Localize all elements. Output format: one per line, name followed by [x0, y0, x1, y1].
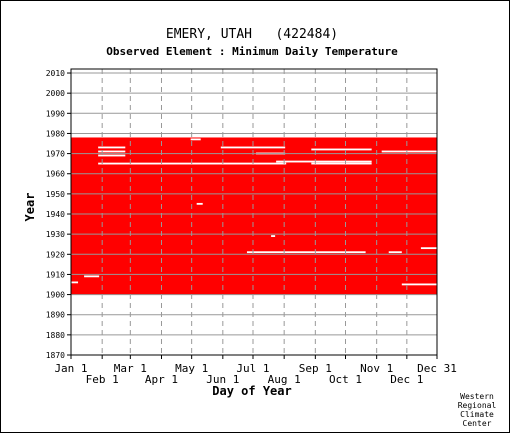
credit-line: Western [460, 392, 494, 401]
x-tick-label: Jun 1 [206, 373, 239, 386]
x-tick-label: Oct 1 [329, 373, 362, 386]
y-tick-label: 1920 [46, 250, 65, 259]
x-tick-label: Dec 31 [417, 362, 457, 375]
missing-data-segment [271, 235, 276, 237]
x-axis-ticks: Jan 1 Mar 1 May 1 Jul 1 Sep 1 Nov 1 Dec 31 Feb … [54, 355, 457, 386]
missing-data-segment [420, 247, 437, 250]
y-tick-label: 1870 [46, 351, 65, 360]
y-tick-label: 1900 [46, 291, 65, 300]
chart-subtitle: Observed Element : Minimum Daily Tempera… [106, 45, 398, 58]
missing-data-segment [388, 251, 402, 254]
missing-data-segment [401, 283, 437, 286]
plot-border [70, 68, 438, 356]
y-axis-label: Year [23, 193, 37, 222]
x-tick-label: Feb 1 [86, 373, 119, 386]
missing-data-segment [381, 150, 437, 153]
y-tick-label: 1980 [46, 129, 65, 138]
x-axis-label: Day of Year [212, 384, 291, 398]
x-tick-label: Jan 1 [54, 362, 87, 375]
credit-line: Center [463, 419, 492, 428]
x-tick-label: Aug 1 [268, 373, 301, 386]
y-tick-label: 1890 [46, 311, 65, 320]
missing-data-segment [98, 154, 126, 157]
y-tick-label: 1990 [46, 109, 65, 118]
x-tick-label: Sep 1 [299, 362, 332, 375]
missing-data-segment [196, 202, 203, 205]
missing-data-segment [246, 251, 366, 254]
y-tick-label: 1970 [46, 150, 65, 159]
missing-data-segment [311, 162, 372, 165]
x-tick-label: Dec 1 [390, 373, 423, 386]
data-layer [71, 137, 437, 295]
credit-line: Climate [460, 410, 494, 419]
y-tick-label: 1910 [46, 270, 65, 279]
x-tick-label: Nov 1 [360, 362, 393, 375]
missing-data-segment [98, 162, 287, 165]
x-tick-label: Apr 1 [145, 373, 178, 386]
x-tick-label: Mar 1 [114, 362, 147, 375]
y-tick-label: 1950 [46, 190, 65, 199]
plot-frame [70, 68, 438, 356]
missing-data-segment [98, 150, 126, 153]
missing-data-segment [220, 146, 286, 149]
y-tick-label: 1960 [46, 170, 65, 179]
y-axis-ticks: 1870 1880 1890 1900 1910 1920 1930 1940 1950 1960… [46, 69, 71, 360]
chart-title: EMERY, UTAH (422484) [166, 27, 338, 42]
x-tick-label: May 1 [175, 362, 208, 375]
x-tick-label: Jul 1 [236, 362, 269, 375]
y-tick-label: 1940 [46, 210, 65, 219]
missing-data-segment [84, 275, 100, 278]
observed-data-block [71, 137, 437, 295]
y-tick-label: 1880 [46, 331, 65, 340]
missing-data-segment [71, 281, 79, 284]
missing-data-segment [190, 138, 201, 141]
missing-data-segment [276, 160, 372, 163]
credit-block: Western Regional Climate Center [458, 392, 497, 428]
y-tick-label: 1930 [46, 230, 65, 239]
missing-data-segment [311, 148, 372, 151]
missing-data-segment [98, 146, 126, 149]
y-tick-label: 2000 [46, 89, 65, 98]
credit-line: Regional [458, 401, 497, 410]
y-tick-label: 2010 [46, 69, 65, 78]
grid-lines [71, 69, 437, 355]
